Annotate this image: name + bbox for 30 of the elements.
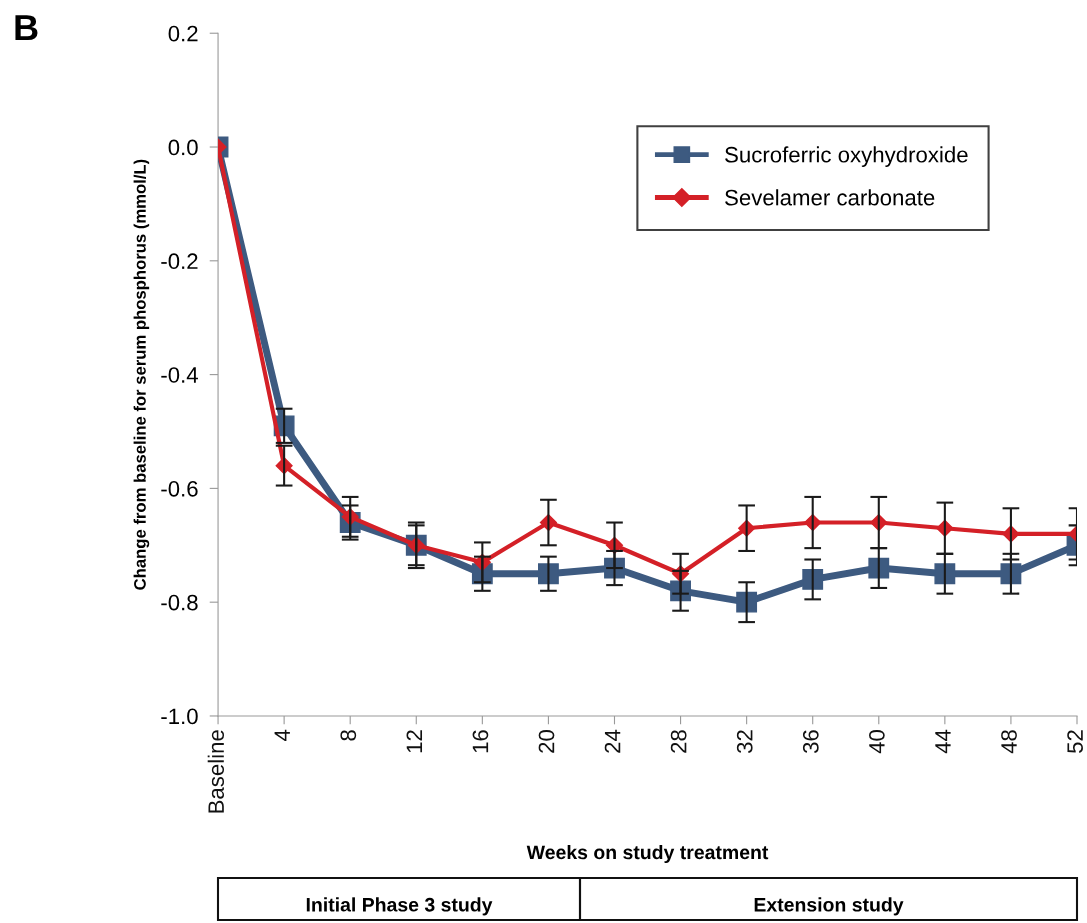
- x-tick-label: 40: [869, 730, 885, 754]
- x-tick-label: 32: [736, 730, 753, 754]
- x-tick-label: 20: [538, 730, 555, 753]
- y-tick-label: -0.2: [161, 253, 198, 270]
- legend-label: Sucroferric oxyhydroxide: [725, 146, 968, 167]
- x-axis-title: Weeks on study treatment: [526, 844, 769, 864]
- x-tick-label: 12: [406, 730, 423, 753]
- y-tick-label: -0.4: [161, 367, 198, 383]
- x-tick-label: 48: [1001, 730, 1017, 754]
- x-tick-label: 16: [472, 730, 489, 753]
- x-tick-label: 44: [935, 729, 951, 754]
- x-tick-label: 8: [340, 730, 357, 741]
- x-tick-label: 36: [802, 730, 819, 754]
- x-tick-label: 24: [604, 729, 621, 753]
- y-axis-title: Change from baseline for serum phosphorus (mmol/L): [133, 159, 150, 590]
- point: [736, 591, 758, 613]
- y-tick-label: -0.6: [161, 480, 198, 497]
- x-tick-label: 52: [1067, 730, 1083, 753]
- text: B: [15, 15, 38, 41]
- y-tick-label: -0.8: [161, 594, 198, 611]
- text: Extension study: [754, 897, 904, 916]
- legend-label: Sevelamer carbonate: [725, 189, 935, 206]
- x-tick-label: Baseline: [207, 730, 225, 813]
- y-tick-label: 0.0: [168, 139, 198, 156]
- y-tick-label: -1.0: [161, 708, 198, 725]
- point: [802, 569, 824, 590]
- text: Initial Phase 3 study: [306, 897, 493, 916]
- x-tick-label: 28: [670, 730, 687, 753]
- y-tick-label: 0.2: [168, 25, 198, 42]
- x-tick-label: 4: [274, 729, 290, 742]
